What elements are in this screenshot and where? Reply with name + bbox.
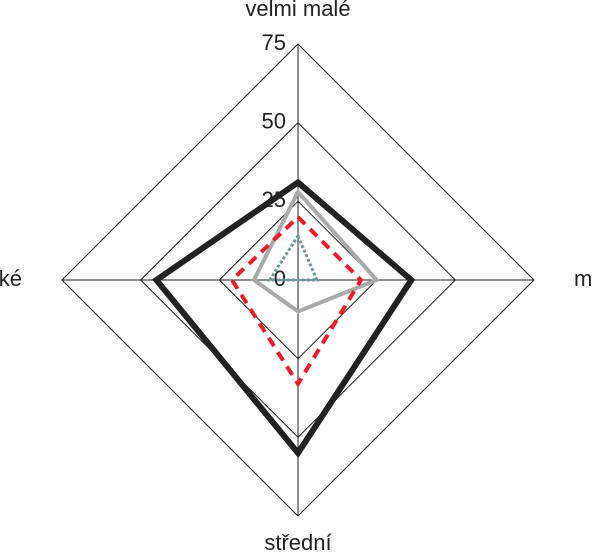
- series-line: [152, 178, 416, 459]
- axis-label: malé: [574, 266, 593, 291]
- axis-label: střední: [264, 530, 331, 552]
- r-tick-label: 75: [262, 30, 286, 55]
- series-line: [229, 214, 364, 388]
- r-tick-label: 0: [274, 266, 286, 291]
- series-line: [266, 232, 320, 282]
- r-tick-label: 50: [262, 108, 286, 133]
- series-line: [251, 188, 381, 314]
- axis-label: velmi malé: [245, 0, 350, 21]
- axis-label: velké: [0, 266, 22, 291]
